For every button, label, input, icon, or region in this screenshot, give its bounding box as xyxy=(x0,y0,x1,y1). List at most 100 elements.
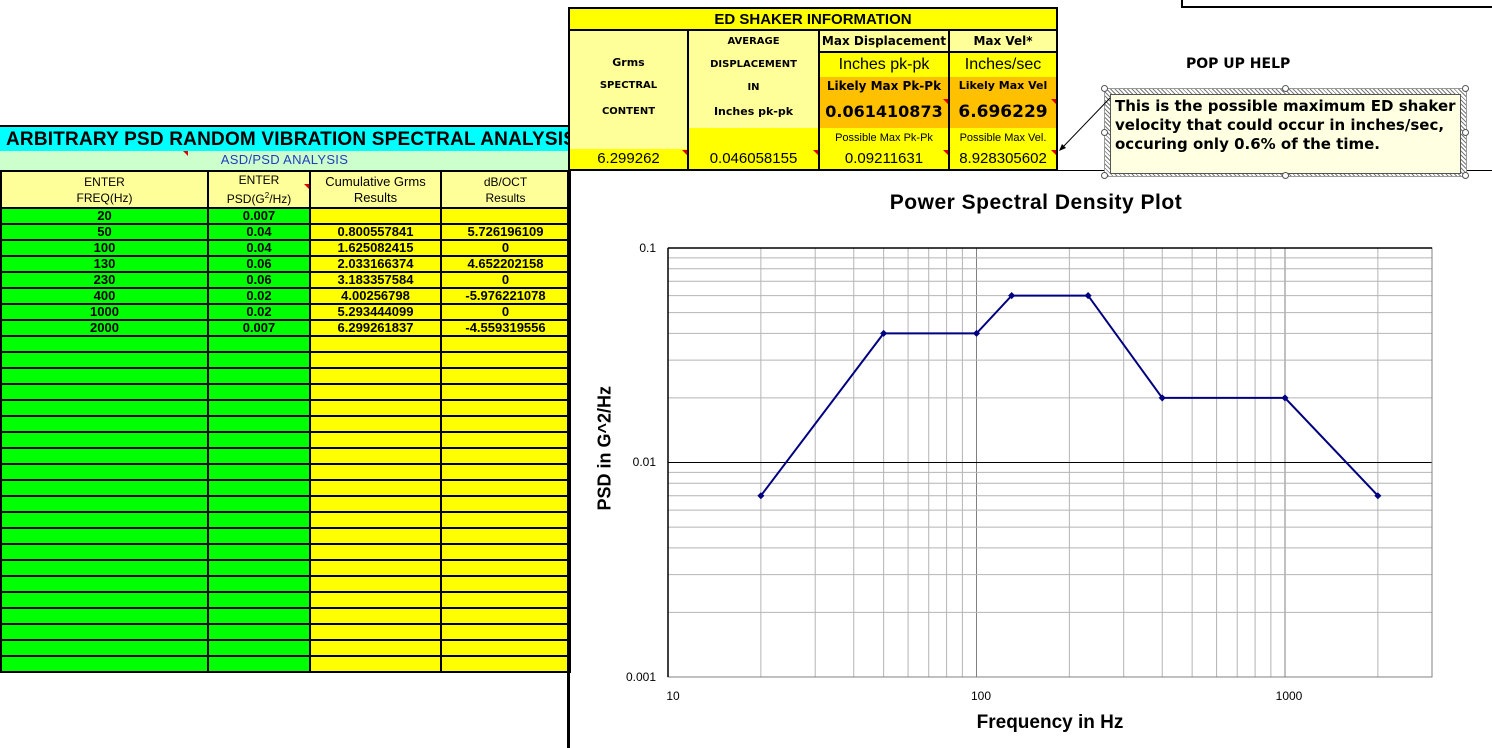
avg-disp-value[interactable]: 0.046058155 xyxy=(709,150,798,167)
cumulative-grms-cell[interactable] xyxy=(309,559,442,577)
psd-cell[interactable] xyxy=(207,495,311,513)
possible-max-pkpk-value[interactable]: 0.09211631 xyxy=(844,150,924,167)
psd-cell[interactable] xyxy=(207,335,311,353)
data-point-marker-icon[interactable] xyxy=(1158,394,1166,402)
cumulative-grms-cell[interactable] xyxy=(309,623,442,641)
db-oct-cell[interactable] xyxy=(440,479,571,497)
psd-cell[interactable] xyxy=(207,639,311,657)
freq-cell[interactable] xyxy=(0,431,209,449)
db-oct-cell[interactable] xyxy=(440,575,571,593)
freq-cell[interactable] xyxy=(0,575,209,593)
data-point-marker-icon[interactable] xyxy=(1374,492,1382,500)
psd-cell[interactable] xyxy=(207,511,311,529)
possible-max-vel-value[interactable]: 8.928305602 xyxy=(959,150,1047,167)
psd-cell[interactable] xyxy=(207,527,311,545)
freq-cell[interactable] xyxy=(0,335,209,353)
freq-cell[interactable] xyxy=(0,351,209,369)
data-point-marker-icon[interactable] xyxy=(1281,394,1289,402)
resize-handle-icon[interactable] xyxy=(1462,172,1469,179)
cumulative-grms-cell[interactable] xyxy=(309,639,442,657)
cumulative-grms-cell[interactable]: 0.800557841 xyxy=(309,223,442,241)
freq-cell[interactable] xyxy=(0,447,209,465)
psd-cell[interactable] xyxy=(207,399,311,417)
psd-cell[interactable] xyxy=(207,655,311,673)
cumulative-grms-cell[interactable] xyxy=(309,351,442,369)
psd-cell[interactable] xyxy=(207,431,311,449)
psd-cell[interactable] xyxy=(207,575,311,593)
db-oct-cell[interactable] xyxy=(440,511,571,529)
psd-cell[interactable]: 0.04 xyxy=(207,239,311,257)
freq-cell[interactable]: 100 xyxy=(0,239,209,257)
db-oct-cell[interactable]: 0 xyxy=(440,239,571,257)
cumulative-grms-cell[interactable]: 2.033166374 xyxy=(309,255,442,273)
db-oct-cell[interactable] xyxy=(440,607,571,625)
db-oct-cell[interactable]: 4.652202158 xyxy=(440,255,571,273)
psd-cell[interactable]: 0.04 xyxy=(207,223,311,241)
resize-handle-icon[interactable] xyxy=(1101,85,1108,92)
cumulative-grms-cell[interactable] xyxy=(309,415,442,433)
psd-cell[interactable]: 0.06 xyxy=(207,271,311,289)
cumulative-grms-cell[interactable] xyxy=(309,511,442,529)
likely-max-pkpk-value[interactable]: 0.061410873 xyxy=(825,102,943,121)
cumulative-grms-cell[interactable] xyxy=(309,607,442,625)
psd-cell[interactable] xyxy=(207,591,311,609)
db-oct-cell[interactable]: 0 xyxy=(440,303,571,321)
db-oct-cell[interactable] xyxy=(440,383,571,401)
cumulative-grms-cell[interactable] xyxy=(309,383,442,401)
freq-cell[interactable] xyxy=(0,399,209,417)
resize-handle-icon[interactable] xyxy=(1282,85,1289,92)
freq-cell[interactable] xyxy=(0,495,209,513)
comment-indicator-icon[interactable] xyxy=(183,151,188,156)
db-oct-cell[interactable] xyxy=(440,559,571,577)
resize-handle-icon[interactable] xyxy=(1101,129,1108,136)
psd-cell[interactable]: 0.02 xyxy=(207,303,311,321)
data-point-marker-icon[interactable] xyxy=(757,492,765,500)
comment-indicator-icon[interactable] xyxy=(943,99,948,104)
db-oct-cell[interactable] xyxy=(440,527,571,545)
freq-cell[interactable] xyxy=(0,655,209,673)
freq-cell[interactable] xyxy=(0,511,209,529)
cumulative-grms-cell[interactable] xyxy=(309,207,442,225)
freq-cell[interactable]: 400 xyxy=(0,287,209,305)
psd-cell[interactable] xyxy=(207,447,311,465)
db-oct-cell[interactable] xyxy=(440,447,571,465)
cumulative-grms-cell[interactable] xyxy=(309,543,442,561)
db-oct-cell[interactable] xyxy=(440,543,571,561)
freq-cell[interactable]: 230 xyxy=(0,271,209,289)
likely-max-vel-value[interactable]: 6.696229 xyxy=(958,102,1048,122)
cumulative-grms-cell[interactable] xyxy=(309,463,442,481)
db-oct-cell[interactable]: 5.726196109 xyxy=(440,223,571,241)
psd-series-line[interactable] xyxy=(760,294,1379,497)
cumulative-grms-cell[interactable] xyxy=(309,495,442,513)
psd-cell[interactable] xyxy=(207,607,311,625)
comment-indicator-icon[interactable] xyxy=(682,150,687,155)
psd-cell[interactable] xyxy=(207,543,311,561)
resize-handle-icon[interactable] xyxy=(1282,172,1289,179)
popup-help-comment[interactable]: This is the possible maximum ED shaker v… xyxy=(1110,94,1461,174)
freq-cell[interactable] xyxy=(0,367,209,385)
freq-cell[interactable] xyxy=(0,543,209,561)
psd-cell[interactable] xyxy=(207,383,311,401)
freq-cell[interactable]: 1000 xyxy=(0,303,209,321)
freq-cell[interactable] xyxy=(0,591,209,609)
cumulative-grms-cell[interactable]: 3.183357584 xyxy=(309,271,442,289)
freq-cell[interactable]: 2000 xyxy=(0,319,209,337)
psd-cell[interactable] xyxy=(207,479,311,497)
db-oct-cell[interactable]: -4.559319556 xyxy=(440,319,571,337)
db-oct-cell[interactable]: -5.976221078 xyxy=(440,287,571,305)
cumulative-grms-cell[interactable] xyxy=(309,367,442,385)
cumulative-grms-cell[interactable] xyxy=(309,431,442,449)
freq-cell[interactable]: 50 xyxy=(0,223,209,241)
freq-cell[interactable] xyxy=(0,559,209,577)
psd-cell[interactable]: 0.06 xyxy=(207,255,311,273)
db-oct-cell[interactable] xyxy=(440,591,571,609)
cumulative-grms-cell[interactable] xyxy=(309,447,442,465)
cumulative-grms-cell[interactable]: 4.00256798 xyxy=(309,287,442,305)
data-point-marker-icon[interactable] xyxy=(972,329,981,337)
resize-handle-icon[interactable] xyxy=(1462,85,1469,92)
cumulative-grms-cell[interactable] xyxy=(309,527,442,545)
resize-handle-icon[interactable] xyxy=(1101,172,1108,179)
cumulative-grms-cell[interactable]: 6.299261837 xyxy=(309,319,442,337)
db-oct-cell[interactable] xyxy=(440,207,571,225)
freq-cell[interactable] xyxy=(0,623,209,641)
